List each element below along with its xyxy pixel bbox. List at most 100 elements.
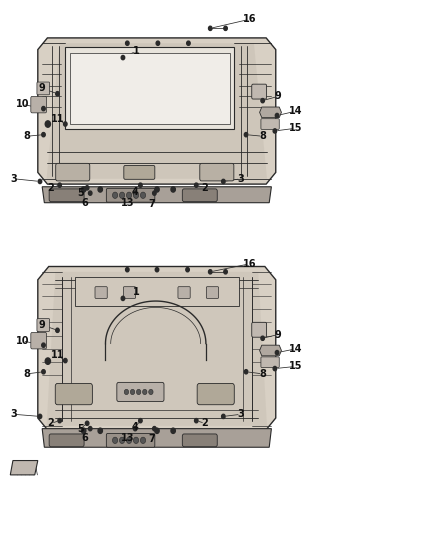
Polygon shape: [260, 107, 282, 118]
Circle shape: [85, 421, 89, 425]
Circle shape: [121, 55, 125, 60]
Circle shape: [42, 369, 45, 374]
Circle shape: [222, 179, 225, 183]
Circle shape: [134, 191, 137, 195]
Circle shape: [98, 187, 102, 192]
Text: 8: 8: [24, 369, 30, 379]
Circle shape: [38, 179, 42, 183]
Text: 8: 8: [259, 369, 266, 379]
Circle shape: [155, 187, 159, 192]
Text: 13: 13: [120, 198, 134, 208]
Circle shape: [81, 187, 86, 192]
FancyBboxPatch shape: [31, 96, 46, 113]
Circle shape: [171, 187, 175, 192]
Circle shape: [127, 437, 132, 443]
Circle shape: [85, 185, 89, 190]
Circle shape: [45, 358, 50, 365]
Circle shape: [134, 437, 139, 443]
Circle shape: [120, 192, 125, 198]
Circle shape: [152, 191, 156, 195]
Circle shape: [124, 389, 129, 394]
Text: 3: 3: [11, 174, 17, 184]
Text: 2: 2: [48, 418, 54, 429]
Text: 4: 4: [132, 422, 138, 432]
Circle shape: [98, 428, 102, 433]
Text: 2: 2: [201, 418, 208, 429]
Text: 1: 1: [133, 46, 139, 56]
Circle shape: [208, 26, 212, 30]
Circle shape: [126, 268, 129, 272]
Circle shape: [152, 426, 156, 431]
Circle shape: [56, 328, 59, 333]
Circle shape: [113, 192, 118, 198]
Circle shape: [42, 107, 45, 111]
Circle shape: [126, 41, 129, 45]
FancyBboxPatch shape: [252, 322, 267, 337]
Circle shape: [273, 367, 277, 370]
Circle shape: [222, 414, 225, 418]
Circle shape: [139, 418, 142, 423]
Circle shape: [187, 41, 190, 45]
Circle shape: [224, 270, 227, 274]
Circle shape: [143, 389, 147, 394]
FancyBboxPatch shape: [252, 84, 267, 99]
Text: 9: 9: [275, 91, 281, 101]
FancyBboxPatch shape: [182, 189, 217, 201]
Polygon shape: [46, 43, 267, 179]
Text: 4: 4: [132, 187, 138, 197]
Circle shape: [134, 426, 137, 431]
Polygon shape: [11, 461, 38, 475]
Text: 11: 11: [51, 114, 64, 124]
Circle shape: [171, 428, 175, 433]
Circle shape: [244, 133, 248, 137]
Circle shape: [261, 99, 265, 103]
Circle shape: [81, 428, 86, 433]
Circle shape: [58, 183, 61, 187]
Text: 9: 9: [275, 329, 281, 340]
Circle shape: [56, 92, 59, 96]
Polygon shape: [70, 53, 230, 124]
Polygon shape: [38, 38, 276, 184]
FancyBboxPatch shape: [200, 164, 234, 181]
FancyBboxPatch shape: [197, 383, 234, 405]
FancyBboxPatch shape: [124, 287, 136, 298]
FancyBboxPatch shape: [124, 165, 155, 179]
Text: 6: 6: [81, 198, 88, 208]
Text: 7: 7: [148, 199, 155, 209]
Circle shape: [64, 359, 67, 363]
Polygon shape: [75, 277, 239, 306]
Text: 10: 10: [16, 336, 29, 346]
Polygon shape: [38, 266, 276, 431]
Text: 8: 8: [259, 131, 266, 141]
FancyBboxPatch shape: [117, 382, 164, 401]
Polygon shape: [42, 429, 272, 447]
Circle shape: [58, 418, 61, 423]
Circle shape: [194, 418, 198, 423]
Text: 13: 13: [120, 433, 134, 443]
Text: 15: 15: [289, 123, 302, 133]
Circle shape: [134, 192, 139, 198]
Text: 11: 11: [51, 350, 64, 360]
Circle shape: [156, 41, 159, 45]
Text: 9: 9: [39, 320, 46, 330]
Text: 14: 14: [289, 344, 302, 354]
Text: 5: 5: [77, 188, 84, 198]
Circle shape: [155, 268, 159, 272]
Text: 16: 16: [243, 14, 256, 25]
Circle shape: [149, 389, 153, 394]
Circle shape: [45, 121, 50, 127]
Text: 3: 3: [11, 409, 17, 419]
Circle shape: [276, 114, 279, 118]
Text: 2: 2: [48, 183, 54, 193]
Circle shape: [42, 133, 45, 137]
Circle shape: [141, 437, 146, 443]
Circle shape: [194, 183, 198, 187]
Circle shape: [155, 428, 159, 433]
Circle shape: [38, 414, 42, 418]
FancyBboxPatch shape: [37, 319, 49, 332]
Polygon shape: [42, 187, 272, 203]
FancyBboxPatch shape: [178, 287, 190, 298]
Text: 8: 8: [24, 131, 30, 141]
Circle shape: [186, 268, 189, 272]
Polygon shape: [260, 345, 282, 356]
